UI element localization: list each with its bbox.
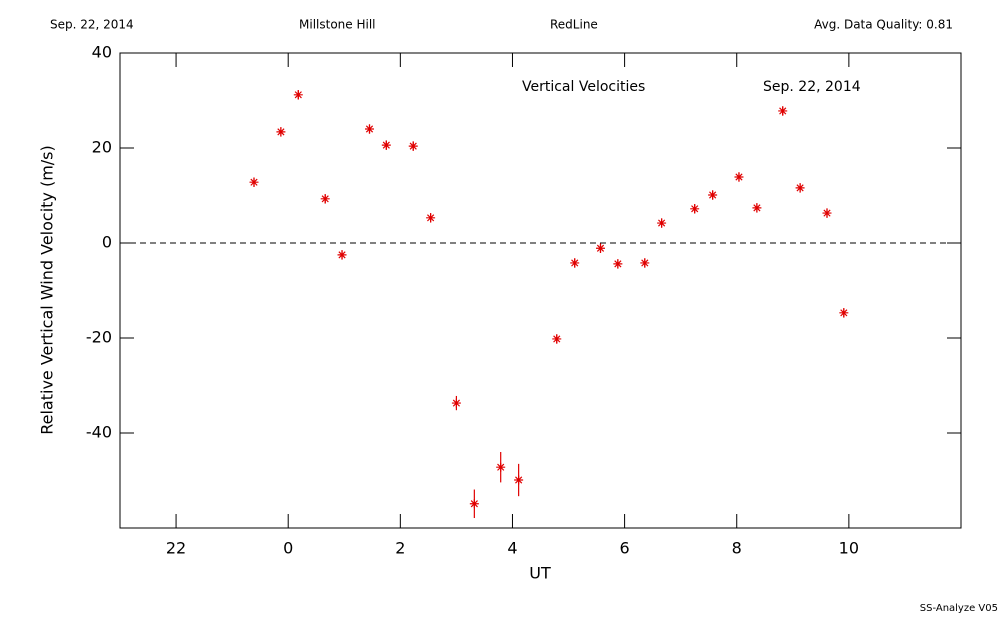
x-tick-label: 22 <box>166 539 186 558</box>
data-point <box>337 250 347 260</box>
y-tick-label: -40 <box>86 423 112 442</box>
data-point <box>640 258 650 268</box>
data-point <box>293 90 303 100</box>
data-point <box>795 183 805 193</box>
header-site: Millstone Hill <box>299 18 375 32</box>
x-tick-label: 4 <box>507 539 517 558</box>
data-point <box>469 499 479 509</box>
x-tick-label: 0 <box>283 539 293 558</box>
data-point <box>451 398 461 408</box>
data-point <box>822 208 832 218</box>
x-tick-label: 6 <box>620 539 630 558</box>
data-point <box>276 127 286 137</box>
y-tick-label: -20 <box>86 328 112 347</box>
x-tick-label: 10 <box>839 539 859 558</box>
header-quality: Avg. Data Quality: 0.81 <box>814 18 953 32</box>
data-point <box>364 124 374 134</box>
data-point <box>595 243 605 253</box>
data-point <box>839 308 849 318</box>
y-tick-label: 40 <box>92 43 112 62</box>
data-point <box>752 203 762 213</box>
annotation: Sep. 22, 2014 <box>763 79 861 95</box>
data-point <box>408 141 418 151</box>
data-point <box>613 259 623 269</box>
annotation: Vertical Velocities <box>522 79 645 95</box>
footer: SS-Analyze V05 <box>920 603 998 614</box>
x-tick-label: 8 <box>732 539 742 558</box>
data-point <box>690 204 700 214</box>
data-point <box>320 194 330 204</box>
data-point <box>708 190 718 200</box>
data-point <box>778 106 788 116</box>
y-tick-label: 20 <box>92 138 112 157</box>
data-point <box>249 177 259 187</box>
x-axis-label: UT <box>529 564 551 583</box>
data-point <box>381 140 391 150</box>
x-tick-label: 2 <box>395 539 405 558</box>
data-point <box>734 172 744 182</box>
plot-frame <box>119 52 962 529</box>
data-point <box>514 475 524 485</box>
data-point <box>552 334 562 344</box>
data-point <box>426 213 436 223</box>
data-point <box>496 462 506 472</box>
header-instrument: RedLine <box>550 18 598 32</box>
y-axis-label: Relative Vertical Wind Velocity (m/s) <box>38 145 57 435</box>
data-point <box>570 258 580 268</box>
y-tick-label: 0 <box>102 233 112 252</box>
data-point <box>657 218 667 228</box>
header-date: Sep. 22, 2014 <box>50 18 134 32</box>
